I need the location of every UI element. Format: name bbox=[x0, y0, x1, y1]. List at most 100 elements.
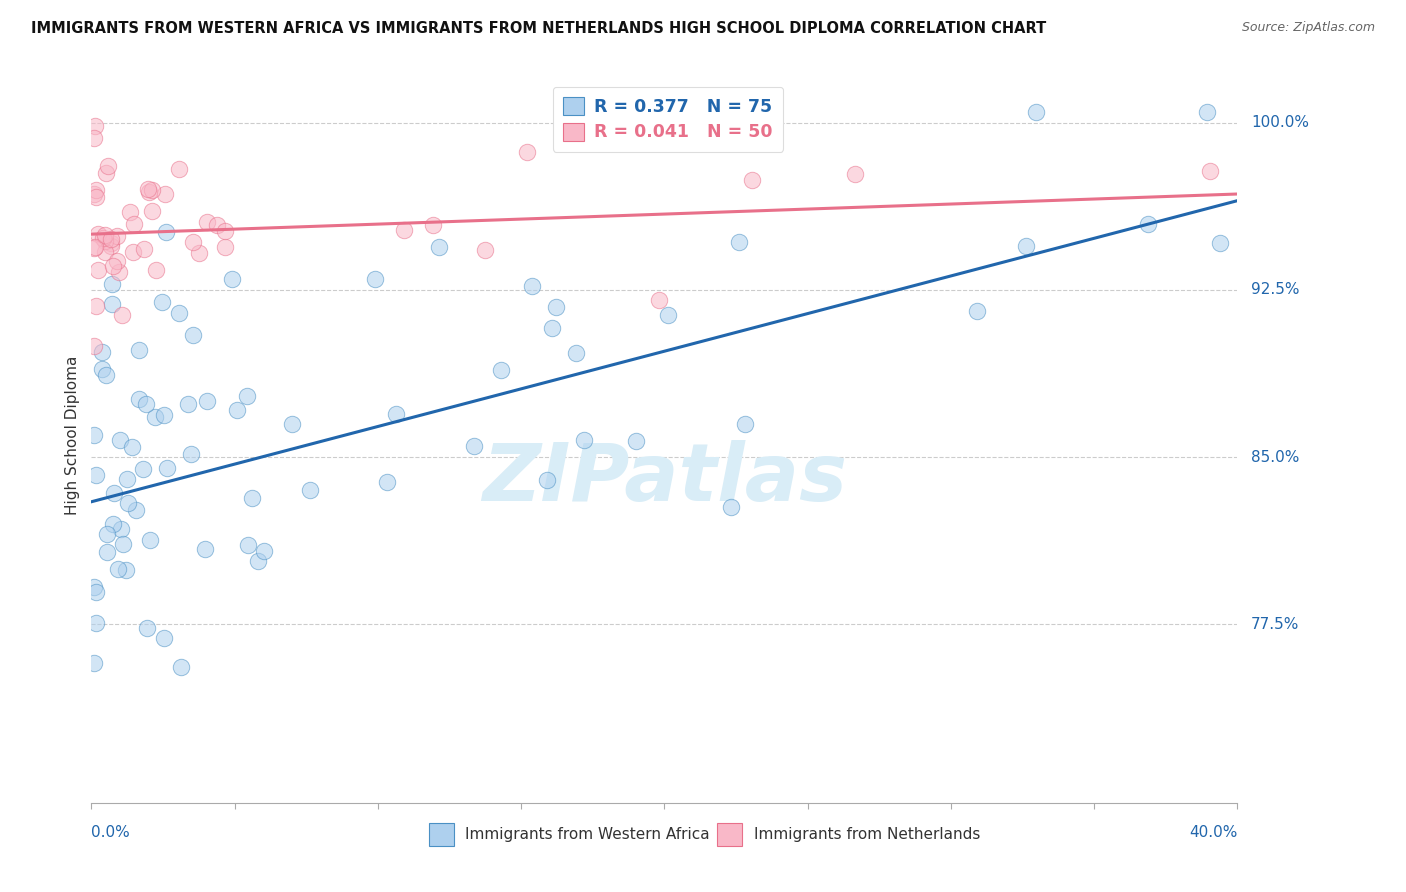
Point bbox=[207, 219, 229, 233]
Point bbox=[87, 227, 110, 242]
Point bbox=[1015, 238, 1038, 252]
Point bbox=[83, 428, 105, 442]
Point bbox=[91, 345, 114, 359]
Point bbox=[240, 491, 263, 505]
Point bbox=[139, 533, 162, 547]
Point bbox=[138, 186, 160, 200]
Point bbox=[84, 183, 107, 197]
Point bbox=[214, 224, 236, 238]
Point bbox=[101, 277, 124, 292]
Point bbox=[364, 272, 387, 286]
Point bbox=[195, 214, 218, 228]
Point bbox=[84, 467, 107, 482]
Point bbox=[177, 397, 200, 411]
Point bbox=[463, 439, 485, 453]
Point bbox=[516, 145, 538, 159]
Point bbox=[422, 218, 444, 232]
Point bbox=[167, 162, 190, 177]
Point bbox=[474, 243, 496, 257]
Point bbox=[112, 537, 135, 551]
Point bbox=[247, 554, 270, 568]
Point bbox=[170, 660, 193, 674]
Point bbox=[84, 190, 107, 204]
Point bbox=[141, 203, 163, 218]
Point bbox=[103, 486, 125, 500]
Text: Source: ZipAtlas.com: Source: ZipAtlas.com bbox=[1241, 21, 1375, 35]
Point bbox=[657, 308, 679, 322]
Text: ZIPatlas: ZIPatlas bbox=[482, 440, 846, 518]
Point bbox=[84, 120, 107, 134]
Point bbox=[101, 517, 124, 532]
Point bbox=[84, 585, 107, 599]
Point bbox=[121, 440, 143, 454]
Point bbox=[134, 397, 156, 411]
Point bbox=[136, 182, 159, 196]
Point bbox=[83, 339, 105, 353]
Point bbox=[97, 159, 120, 173]
Point bbox=[624, 434, 647, 449]
Point bbox=[100, 238, 122, 252]
Point bbox=[966, 304, 988, 318]
Point bbox=[564, 345, 586, 359]
Point bbox=[152, 631, 174, 645]
Point bbox=[108, 434, 131, 448]
Point bbox=[100, 236, 122, 251]
Point bbox=[181, 327, 204, 342]
Point bbox=[115, 472, 138, 486]
Point bbox=[96, 527, 118, 541]
Text: IMMIGRANTS FROM WESTERN AFRICA VS IMMIGRANTS FROM NETHERLANDS HIGH SCHOOL DIPLOM: IMMIGRANTS FROM WESTERN AFRICA VS IMMIGR… bbox=[31, 21, 1046, 37]
Point bbox=[150, 295, 173, 310]
Point bbox=[90, 362, 112, 376]
Text: 77.5%: 77.5% bbox=[1251, 617, 1299, 632]
Point bbox=[540, 321, 562, 335]
Point bbox=[110, 522, 132, 536]
Point bbox=[107, 561, 129, 575]
Point bbox=[83, 241, 105, 255]
Point bbox=[1209, 235, 1232, 250]
Point bbox=[125, 503, 148, 517]
Point bbox=[84, 300, 107, 314]
Point bbox=[94, 165, 117, 179]
Point bbox=[100, 232, 122, 246]
Point bbox=[385, 407, 408, 421]
Point bbox=[522, 279, 544, 293]
Point bbox=[236, 389, 259, 403]
Point bbox=[1025, 104, 1047, 119]
Point bbox=[1197, 104, 1219, 119]
Point bbox=[236, 538, 259, 552]
Point bbox=[87, 262, 110, 277]
Point bbox=[536, 473, 558, 487]
Point bbox=[96, 545, 118, 559]
Point bbox=[491, 363, 513, 377]
Point bbox=[153, 409, 176, 423]
Point bbox=[96, 368, 118, 383]
Point bbox=[375, 475, 398, 489]
Point bbox=[111, 308, 134, 322]
Point bbox=[94, 234, 117, 248]
Point bbox=[105, 229, 128, 244]
Point bbox=[734, 417, 756, 432]
Legend: R = 0.377   N = 75, R = 0.041   N = 50: R = 0.377 N = 75, R = 0.041 N = 50 bbox=[553, 87, 783, 152]
Point bbox=[83, 656, 105, 670]
Point bbox=[128, 343, 150, 357]
Point bbox=[145, 263, 167, 277]
Point bbox=[120, 204, 142, 219]
Point bbox=[117, 496, 139, 510]
Point bbox=[195, 393, 218, 408]
Point bbox=[122, 244, 145, 259]
Point bbox=[84, 615, 107, 630]
Text: Immigrants from Netherlands: Immigrants from Netherlands bbox=[754, 827, 980, 842]
Point bbox=[84, 240, 107, 254]
Point bbox=[101, 259, 124, 273]
Point bbox=[132, 242, 155, 256]
Point bbox=[281, 417, 304, 432]
Text: 85.0%: 85.0% bbox=[1251, 450, 1299, 465]
Point bbox=[727, 235, 749, 250]
Point bbox=[143, 410, 166, 425]
Point bbox=[392, 223, 415, 237]
Point bbox=[226, 402, 249, 417]
Point bbox=[648, 293, 671, 307]
Point bbox=[136, 621, 159, 635]
Point bbox=[253, 544, 276, 558]
Text: Immigrants from Western Africa: Immigrants from Western Africa bbox=[465, 827, 710, 842]
